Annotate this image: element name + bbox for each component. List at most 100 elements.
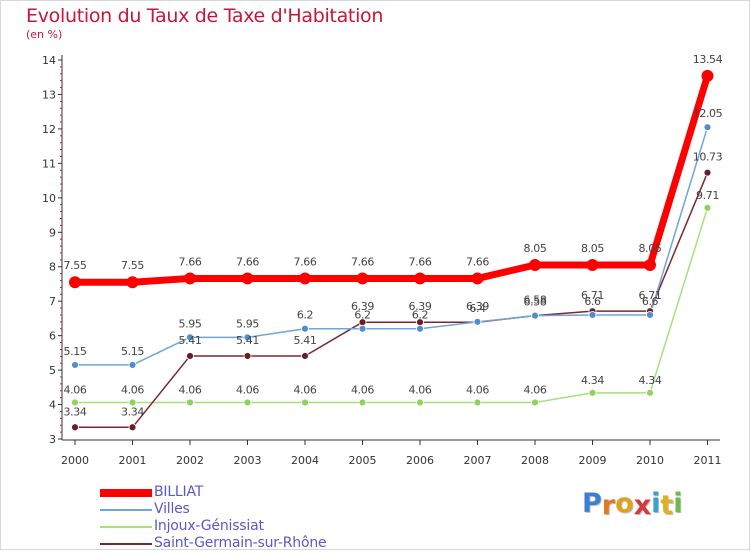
legend-swatch bbox=[100, 543, 152, 545]
series-line-2 bbox=[75, 207, 709, 404]
data-label: 7.66 bbox=[179, 255, 202, 268]
data-label: 5.41 bbox=[179, 334, 202, 347]
series-point-3 bbox=[703, 168, 712, 177]
series-point-0 bbox=[529, 259, 541, 272]
data-label: 7.55 bbox=[121, 259, 144, 272]
data-label: 5.41 bbox=[294, 334, 317, 347]
legend-label: Injoux-Génissiat bbox=[154, 518, 264, 534]
legend-label: BILLIAT bbox=[154, 484, 204, 500]
series-point-1 bbox=[646, 311, 654, 319]
series-point-1 bbox=[416, 324, 424, 333]
logo-letter: t bbox=[660, 490, 674, 521]
data-label: 7.66 bbox=[409, 255, 432, 268]
y-tick-label: 11 bbox=[42, 157, 56, 170]
data-label: 8.05 bbox=[581, 242, 604, 255]
x-tick-label: 2000 bbox=[61, 454, 89, 467]
series-point-1 bbox=[186, 333, 194, 342]
y-tick-label: 7 bbox=[49, 295, 56, 308]
data-label: 7.66 bbox=[351, 255, 374, 268]
x-tick-label: 2009 bbox=[579, 454, 607, 467]
series-point-1 bbox=[71, 361, 79, 369]
series-point-2 bbox=[473, 398, 482, 407]
data-label: 6.6 bbox=[642, 295, 659, 308]
series-point-3 bbox=[186, 352, 194, 360]
x-tick-label: 2002 bbox=[176, 454, 204, 467]
data-label: 6.39 bbox=[466, 300, 489, 313]
data-label: 6.39 bbox=[409, 300, 432, 313]
legend-swatch bbox=[100, 509, 152, 511]
x-tick-label: 2011 bbox=[694, 454, 722, 467]
y-tick-label: 10 bbox=[42, 192, 56, 205]
data-label: 8.05 bbox=[524, 242, 547, 255]
data-label: 4.06 bbox=[64, 383, 87, 396]
data-label: 13.54 bbox=[693, 53, 723, 66]
y-tick-label: 9 bbox=[49, 226, 56, 239]
data-label: 6.2 bbox=[412, 309, 428, 322]
series-point-3 bbox=[301, 352, 309, 360]
data-label: 7.55 bbox=[64, 259, 87, 272]
y-tick-label: 12 bbox=[42, 123, 56, 136]
series-line-0 bbox=[75, 74, 711, 286]
series-point-1 bbox=[358, 324, 367, 333]
data-labels: 7.55 7.55 7.66 7.66 7.66 7.66 7.66 7.66 8.05 8.05… bbox=[64, 53, 723, 418]
x-tick-label: 2007 bbox=[464, 454, 492, 467]
series-point-0 bbox=[644, 259, 656, 272]
series-point-2 bbox=[646, 388, 654, 397]
series-point-3 bbox=[128, 423, 137, 432]
logo-letter: x bbox=[633, 490, 652, 521]
series-point-0 bbox=[356, 272, 369, 285]
series-point-2 bbox=[531, 398, 539, 407]
x-tick-label: 2010 bbox=[636, 454, 664, 467]
series-point-0 bbox=[299, 272, 311, 285]
data-label: 10.73 bbox=[693, 151, 723, 164]
series-point-1 bbox=[588, 311, 597, 319]
data-label: 6.58 bbox=[524, 296, 547, 309]
logo-letter: P bbox=[582, 488, 602, 519]
series-point-2 bbox=[128, 398, 137, 407]
chart-subtitle: (en %) bbox=[26, 28, 63, 41]
series-point-0 bbox=[586, 259, 599, 272]
data-label: 4.06 bbox=[179, 383, 202, 396]
data-label: 6.2 bbox=[354, 309, 370, 322]
series-point-0 bbox=[184, 272, 196, 285]
data-label: 7.66 bbox=[236, 255, 259, 268]
data-label: 4.06 bbox=[294, 383, 317, 396]
data-label: 7.66 bbox=[294, 255, 317, 268]
series-point-3 bbox=[243, 352, 252, 360]
series-point-1 bbox=[473, 317, 482, 326]
series-point-1 bbox=[301, 324, 309, 333]
series-point-2 bbox=[416, 398, 424, 407]
data-label: 6.6 bbox=[584, 295, 601, 308]
series-point-0 bbox=[126, 276, 139, 289]
data-label: 4.06 bbox=[236, 383, 259, 396]
chart-title: Evolution du Taux de Taxe d'Habitation bbox=[26, 5, 384, 27]
data-label: 8.05 bbox=[639, 242, 662, 255]
data-label: 3.34 bbox=[64, 405, 87, 418]
data-label: 4.06 bbox=[409, 383, 432, 396]
series-point-2 bbox=[358, 398, 367, 407]
logo-letter: r bbox=[601, 490, 616, 521]
series-point-3 bbox=[71, 423, 79, 432]
data-label: 5.41 bbox=[236, 334, 259, 347]
series-point-2 bbox=[301, 398, 309, 407]
series-point-1 bbox=[703, 123, 712, 132]
data-label: 6.39 bbox=[351, 300, 374, 313]
data-label: 4.06 bbox=[351, 383, 374, 396]
series-point-1 bbox=[531, 311, 539, 320]
x-tick-label: 2004 bbox=[291, 454, 319, 467]
axes: 3 4 5 6 7 8 9 10 11 12 13 14 2000 2001 2002 2003 2004 200… bbox=[42, 54, 722, 467]
data-label: 6.4 bbox=[469, 302, 486, 315]
data-label: 7.66 bbox=[466, 255, 489, 268]
data-label: 9.71 bbox=[696, 189, 719, 202]
data-label: 4.06 bbox=[524, 383, 547, 396]
series-point-0 bbox=[69, 276, 81, 289]
series-lines bbox=[75, 74, 711, 429]
data-label: 4.06 bbox=[121, 383, 144, 396]
series-point-2 bbox=[703, 203, 712, 212]
y-tick-label: 3 bbox=[49, 433, 56, 446]
series-point-2 bbox=[588, 388, 597, 397]
series-line-1 bbox=[75, 126, 709, 366]
legend-swatch bbox=[100, 526, 152, 528]
data-label: 6.71 bbox=[581, 289, 604, 302]
